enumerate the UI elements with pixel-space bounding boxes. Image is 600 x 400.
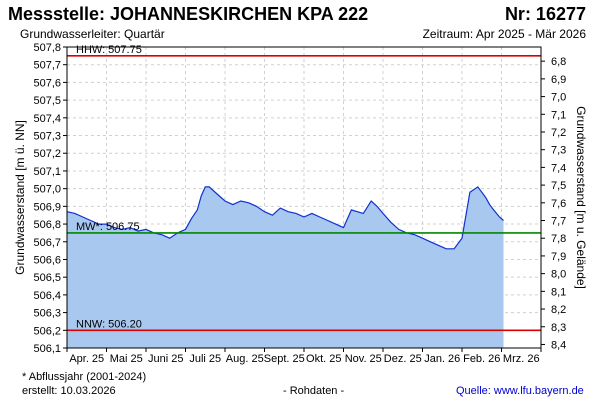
y-tick-label-right: 7,9 xyxy=(551,251,566,263)
x-tick-label: Jan. 26 xyxy=(424,353,460,365)
y-tick-label-left: 506,9 xyxy=(33,201,61,213)
series-area xyxy=(66,186,504,348)
x-tick-label: Juni 25 xyxy=(148,353,183,365)
y-tick-label-left: 506,4 xyxy=(33,290,61,302)
y-tick-label-left: 507,4 xyxy=(33,113,61,125)
series-fill xyxy=(67,186,504,348)
y-tick-label-left: 507,7 xyxy=(33,60,61,72)
period-label: Zeitraum: Apr 2025 - Mär 2026 xyxy=(422,27,586,41)
x-tick-label: Okt. 25 xyxy=(306,353,341,365)
y-tick-label-right: 8,1 xyxy=(551,286,566,298)
source-label: Quelle: xyxy=(456,385,491,397)
series-line xyxy=(66,186,504,250)
y-tick-label-left: 507,3 xyxy=(33,131,61,143)
y-tick-label-right: 8,0 xyxy=(551,269,566,281)
y-tick-label-right: 7,6 xyxy=(551,198,566,210)
y-tick-label-left: 507,1 xyxy=(33,166,61,178)
aquifer-label: Grundwasserleiter: Quartär xyxy=(20,27,165,41)
y-tick-label-left: 506,5 xyxy=(33,272,61,284)
y-tick-label-right: 7,8 xyxy=(551,233,566,245)
y-tick-label-left: 506,2 xyxy=(33,325,61,337)
source-link[interactable]: www.lfu.bayern.de xyxy=(493,385,584,397)
reference-label: HHW: 507.75 xyxy=(76,44,142,56)
y-tick-label-left: 506,8 xyxy=(33,219,61,231)
y-axis-label-left: Grundwasserstand [m ü. NN] xyxy=(13,120,27,275)
y-tick-label-left: 507,6 xyxy=(33,77,61,89)
y-tick-label-right: 7,0 xyxy=(551,92,566,104)
y-tick-label-right: 8,2 xyxy=(551,304,566,316)
y-tick-label-right: 7,3 xyxy=(551,145,566,157)
y-tick-label-left: 506,6 xyxy=(33,254,61,266)
y-tick-label-left: 506,7 xyxy=(33,237,61,249)
y-tick-label-left: 506,3 xyxy=(33,308,61,320)
created-date: erstellt: 10.03.2026 xyxy=(22,385,116,397)
y-tick-label-left: 507,2 xyxy=(33,148,61,160)
reference-label: MW*: 506.75 xyxy=(76,221,140,233)
x-tick-label: Feb. 26 xyxy=(463,353,500,365)
x-tick-label: Mai 25 xyxy=(110,353,143,365)
y-tick-label-right: 7,7 xyxy=(551,216,566,228)
y-tick-label-left: 507,0 xyxy=(33,184,61,196)
rawdata-label: - Rohdaten - xyxy=(283,385,345,397)
y-tick-label-right: 7,1 xyxy=(551,109,566,121)
y-tick-label-left: 506,1 xyxy=(33,343,61,355)
y-tick-label-right: 7,2 xyxy=(551,127,566,139)
plot-frame xyxy=(66,46,542,349)
station-number: Nr: 16277 xyxy=(504,4,586,24)
x-tick-label: Aug. 25 xyxy=(226,353,264,365)
y-tick-label-right: 6,8 xyxy=(551,56,566,68)
page-title: Messstelle: JOHANNESKIRCHEN KPA 222 xyxy=(8,4,369,24)
x-tick-label: Dez. 25 xyxy=(384,353,422,365)
y-tick-label-left: 507,5 xyxy=(33,95,61,107)
x-tick-label: Juli 25 xyxy=(189,353,221,365)
y-tick-label-right: 6,9 xyxy=(551,74,566,86)
footnote: * Abflussjahr (2001-2024) xyxy=(22,371,147,383)
source: Quelle: www.lfu.bayern.de xyxy=(456,385,584,397)
x-tick-label: Mrz. 26 xyxy=(503,353,540,365)
x-tick-label: Sept. 25 xyxy=(264,353,305,365)
x-tick-label: Nov. 25 xyxy=(345,353,382,365)
reference-label: NNW: 506.20 xyxy=(76,318,142,330)
y-tick-label-right: 8,3 xyxy=(551,322,566,334)
y-axis-label-right: Grundwasserstand [m u. Gelände] xyxy=(574,106,588,289)
y-tick-label-left: 507,8 xyxy=(33,42,61,54)
axes: 506,1 506,2 506,3 506,4 506,5 506,6 506,7 506,8… xyxy=(33,42,566,365)
y-tick-label-right: 7,4 xyxy=(551,162,566,174)
reference-lines: HHW: 507.75 MW*: 506.75 NNW: 506.20 xyxy=(67,44,541,332)
y-tick-label-right: 8,4 xyxy=(551,339,566,351)
x-tick-label: Apr. 25 xyxy=(69,353,104,365)
y-tick-label-right: 7,5 xyxy=(551,180,566,192)
